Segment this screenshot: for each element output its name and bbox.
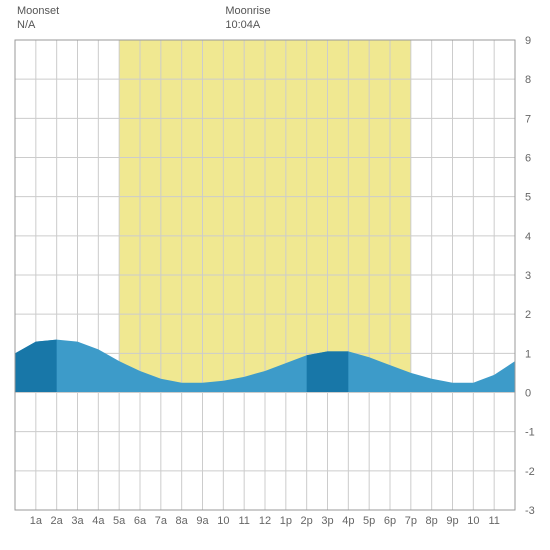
x-tick-label: 11	[238, 515, 249, 527]
x-tick-label: 3p	[321, 515, 333, 527]
y-tick-label: 5	[525, 192, 531, 204]
x-tick-label: 1p	[280, 515, 292, 527]
x-tick-label: 7p	[405, 515, 417, 527]
moonset-label: Moonset	[17, 5, 59, 17]
y-tick-label: -3	[525, 505, 535, 517]
x-tick-label: 4a	[92, 515, 105, 527]
moonrise-value: 10:04A	[225, 19, 261, 31]
tide-dark-segment	[15, 340, 57, 393]
x-tick-label: 8p	[426, 515, 438, 527]
tide-chart: -3-2-101234567891a2a3a4a5a6a7a8a9a101112…	[0, 0, 550, 550]
x-tick-label: 6a	[134, 515, 147, 527]
x-tick-label: 10	[217, 515, 229, 527]
chart-svg: -3-2-101234567891a2a3a4a5a6a7a8a9a101112…	[0, 0, 550, 550]
y-tick-label: -2	[525, 466, 535, 478]
x-tick-label: 8a	[176, 515, 189, 527]
y-tick-label: 6	[525, 153, 531, 165]
x-tick-label: 2a	[51, 515, 64, 527]
x-tick-label: 12	[259, 515, 271, 527]
moonrise-label: Moonrise	[225, 5, 270, 17]
y-tick-label: 8	[525, 74, 531, 86]
x-tick-label: 7a	[155, 515, 168, 527]
x-tick-label: 5a	[113, 515, 126, 527]
y-tick-label: 1	[525, 348, 531, 360]
x-tick-label: 5p	[363, 515, 375, 527]
moonset-value: N/A	[17, 19, 36, 31]
y-tick-label: 3	[525, 270, 531, 282]
y-tick-label: 7	[525, 113, 531, 125]
y-tick-label: 2	[525, 309, 531, 321]
x-tick-label: 6p	[384, 515, 396, 527]
x-tick-label: 2p	[301, 515, 313, 527]
y-tick-label: 0	[525, 388, 531, 400]
x-tick-label: 4p	[342, 515, 354, 527]
x-tick-label: 9p	[446, 515, 458, 527]
x-tick-label: 9a	[196, 515, 209, 527]
y-tick-label: -1	[525, 427, 535, 439]
y-tick-label: 4	[525, 231, 531, 243]
x-tick-label: 1a	[30, 515, 43, 527]
tide-dark-segment	[307, 351, 349, 392]
x-tick-label: 11	[488, 515, 499, 527]
x-tick-label: 3a	[71, 515, 84, 527]
x-tick-label: 10	[467, 515, 479, 527]
y-tick-label: 9	[525, 35, 531, 47]
